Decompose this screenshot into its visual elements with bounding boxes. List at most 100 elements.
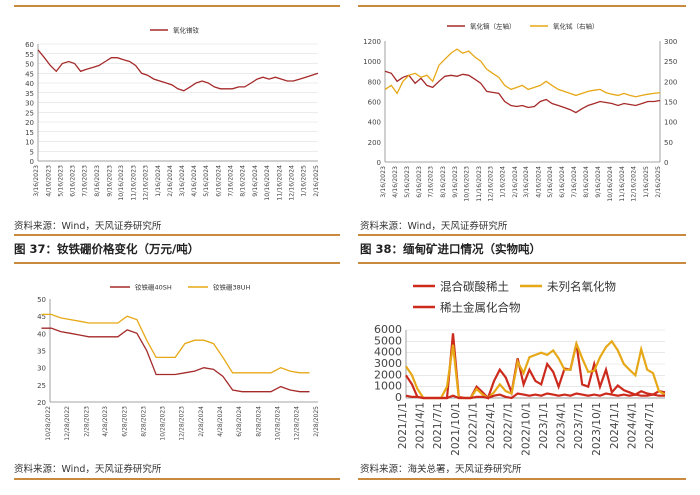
x-tick-label: 2022/4/1 xyxy=(485,402,497,449)
y-tick-label: 40 xyxy=(25,80,34,88)
y-tick-label: 800 xyxy=(368,78,381,86)
y-tick-label: 0 xyxy=(395,391,402,404)
x-tick-label: 2/28/2024 xyxy=(198,406,205,437)
x-tick-label: 7/16/2024 xyxy=(571,166,578,198)
x-tick-label: 12/28/2023 xyxy=(179,406,186,441)
y-tick-label: 1200 xyxy=(363,38,381,46)
x-tick-label: 5/16/2024 xyxy=(547,166,554,198)
y-tick-label: 200 xyxy=(368,139,381,147)
divider-bottom-right xyxy=(358,478,686,480)
x-tick-label: 2023/7/1 xyxy=(573,402,585,449)
series-line-1 xyxy=(41,327,310,393)
y-tick-label-right: 150 xyxy=(664,99,677,107)
y-tick-label-right: 50 xyxy=(664,139,673,147)
x-tick-label: 8/16/2023 xyxy=(94,165,101,197)
x-tick-label: 8/28/2023 xyxy=(140,406,147,437)
x-tick-label: 5/16/2023 xyxy=(57,165,64,197)
x-tick-label: 10/16/2024 xyxy=(607,166,614,202)
y-tick-label: 40 xyxy=(37,330,46,338)
y-tick-label: 45 xyxy=(37,313,46,321)
y-tick-label-right: 250 xyxy=(664,58,677,66)
x-tick-label: 10/28/2022 xyxy=(45,406,52,441)
y-tick-label: 45 xyxy=(25,70,34,78)
x-tick-label: 2021/10/1 xyxy=(450,402,462,456)
y-tick-label: 400 xyxy=(368,119,381,127)
x-tick-label: 2023/10/1 xyxy=(591,402,603,456)
x-tick-label: 10/16/2024 xyxy=(264,165,271,201)
x-tick-label: 4/16/2024 xyxy=(191,165,198,197)
x-tick-label: 2024/1/1 xyxy=(609,402,621,449)
x-tick-label: 12/16/2023 xyxy=(488,166,495,202)
y-tick-label: 2000 xyxy=(374,368,402,381)
legend-label: 氧化镨钕 xyxy=(173,26,200,35)
x-tick-label: 2022/10/1 xyxy=(520,402,532,456)
x-tick-label: 3/16/2023 xyxy=(33,165,40,197)
x-tick-label: 2024/4/1 xyxy=(626,402,638,449)
source-caption-bottom-left: 资料来源：Wind，天风证券研究所 xyxy=(14,464,162,475)
x-tick-label: 4/28/2023 xyxy=(102,406,109,437)
y-tick-label: 5000 xyxy=(374,334,402,347)
x-tick-label: 12/16/2024 xyxy=(631,166,638,202)
x-tick-label: 9/16/2024 xyxy=(595,166,602,198)
x-tick-label: 9/16/2023 xyxy=(452,166,459,198)
x-tick-label: 2/28/2023 xyxy=(84,406,91,437)
legend-label: 钕铁硼40SH xyxy=(135,283,172,292)
x-tick-label: 10/16/2023 xyxy=(464,166,471,202)
series-line-1 xyxy=(37,49,319,92)
legend-label: 稀土金属化合物 xyxy=(440,300,521,314)
legend-label: 未列名氧化物 xyxy=(547,279,616,293)
y-tick-label: 35 xyxy=(37,348,46,356)
x-tick-label: 6/16/2024 xyxy=(559,166,566,198)
x-tick-label: 1/16/2024 xyxy=(500,166,507,198)
divider-mid-left xyxy=(14,234,340,236)
legend-label: 氧化镝（左轴） xyxy=(470,22,516,31)
x-tick-label: 4/16/2023 xyxy=(45,165,52,197)
y-tick-label: 20 xyxy=(37,399,46,407)
y-tick-label: 25 xyxy=(25,109,34,117)
x-tick-label: 2/28/2025 xyxy=(313,406,320,437)
y-tick-label: 1000 xyxy=(374,380,402,393)
series-line-3 xyxy=(405,392,665,400)
source-caption-bottom-right: 资料来源：海关总署，天风证券研究所 xyxy=(360,464,522,475)
series-line-1 xyxy=(384,70,661,114)
x-tick-label: 11/16/2024 xyxy=(619,166,626,202)
divider-mid-right xyxy=(358,234,686,236)
divider-bottom-right-top xyxy=(358,262,686,264)
x-tick-label: 11/16/2023 xyxy=(476,166,483,202)
source-caption-top-right: 资料来源：Wind，天风证券研究所 xyxy=(360,221,508,232)
y-tick-label: 35 xyxy=(25,90,34,98)
x-tick-label: 1/16/2024 xyxy=(155,165,162,197)
figure-37-title: 图 37：钕铁硼价格变化（万元/吨） xyxy=(14,242,200,256)
y-tick-label: 4000 xyxy=(374,346,402,359)
divider-bottom-left-top xyxy=(14,262,340,264)
x-tick-label: 7/16/2023 xyxy=(82,165,89,197)
y-tick-label: 0 xyxy=(377,159,381,167)
y-tick-label: 30 xyxy=(37,365,46,373)
x-tick-label: 5/16/2024 xyxy=(203,165,210,197)
y-tick-label: 10 xyxy=(25,139,34,147)
y-tick-label: 3000 xyxy=(374,357,402,370)
legend-label: 混合碳酸稀土 xyxy=(440,279,509,293)
divider-bottom-left xyxy=(14,478,340,480)
x-tick-label: 12/16/2024 xyxy=(288,165,295,201)
series-line-2 xyxy=(405,339,666,400)
y-tick-label: 50 xyxy=(25,61,34,69)
x-tick-label: 10/28/2024 xyxy=(274,406,281,441)
x-tick-label: 3/16/2024 xyxy=(179,165,186,197)
y-tick-label: 25 xyxy=(37,382,46,390)
x-tick-label: 7/16/2024 xyxy=(227,165,234,197)
x-tick-label: 8/16/2024 xyxy=(583,166,590,198)
x-tick-label: 2021/1/1 xyxy=(397,402,409,449)
series-line-2 xyxy=(384,48,661,98)
x-tick-label: 4/28/2024 xyxy=(217,406,224,437)
y-tick-label-right: 100 xyxy=(664,119,677,127)
y-tick-label: 50 xyxy=(37,296,46,304)
x-tick-label: 6/28/2024 xyxy=(236,406,243,437)
x-tick-label: 7/16/2023 xyxy=(428,166,435,198)
x-tick-label: 8/16/2023 xyxy=(440,166,447,198)
x-tick-label: 8/28/2024 xyxy=(255,406,262,437)
x-tick-label: 2022/7/1 xyxy=(503,402,515,449)
x-tick-label: 6/28/2023 xyxy=(121,406,128,437)
